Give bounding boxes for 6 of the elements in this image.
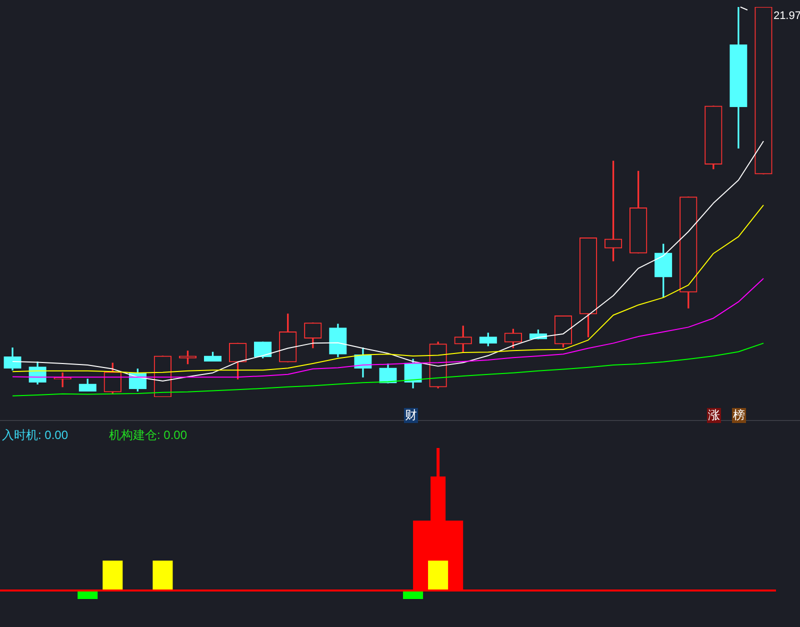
- text: 财: [404, 408, 418, 423]
- text: 榜: [732, 408, 746, 423]
- text: 入时机: 0.00: [2, 427, 68, 444]
- annotation: 21.97: [773, 10, 800, 22]
- text: 机构建仓: 0.00: [109, 427, 188, 444]
- text: 涨: [707, 408, 721, 423]
